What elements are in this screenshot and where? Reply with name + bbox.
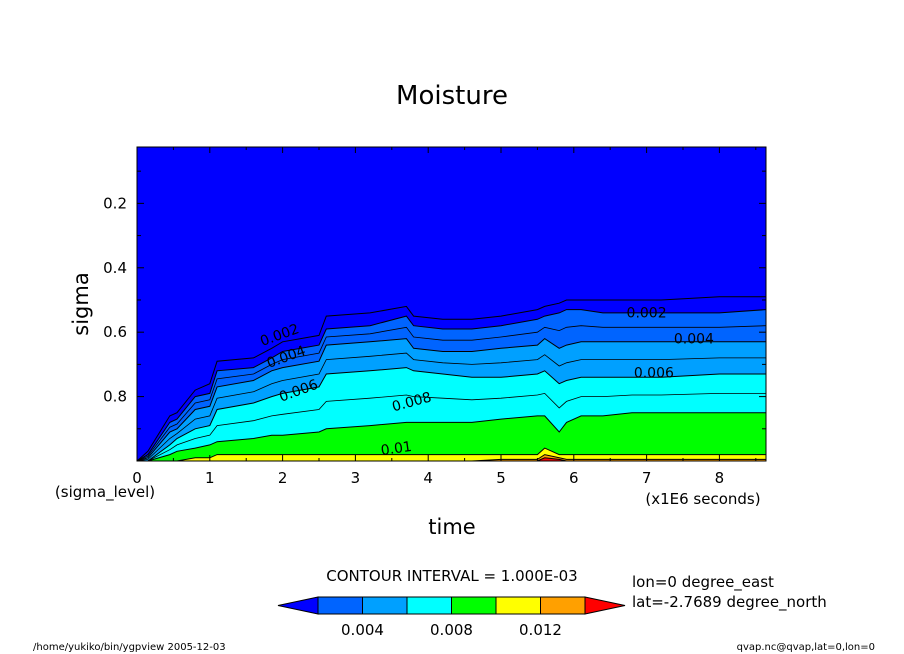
colorbar-cell xyxy=(362,596,408,615)
contour-line-label: 0.004 xyxy=(674,331,714,347)
x-axis-label: time xyxy=(428,515,475,539)
contour-line-boundary-1 xyxy=(136,309,767,462)
x-tick-label: 6 xyxy=(569,469,579,487)
contour-line-boundary-4 xyxy=(137,412,766,462)
y-axis: 0.2 0.4 0.6 0.8 xyxy=(103,170,766,430)
y-tick-label: 0.8 xyxy=(103,388,127,406)
colorbar-cell xyxy=(317,596,363,615)
contour-line-label: 0.006 xyxy=(634,365,674,381)
colorbar-cell xyxy=(451,596,497,615)
x-tick-label: 0 xyxy=(132,469,142,487)
y-tick-label: 0.2 xyxy=(103,194,127,212)
footer-left: /home/yukiko/bin/ygpview 2005-12-03 xyxy=(33,642,226,653)
colorbar-cell xyxy=(495,596,541,615)
chart-title: Moisture xyxy=(396,81,508,111)
footer-right: qvap.nc@qvap,lat=0,lon=0 xyxy=(737,642,875,653)
contour-line-0.001 xyxy=(136,296,766,462)
contour-interval-text: CONTOUR INTERVAL = 1.000E-03 xyxy=(326,567,577,585)
colorbar-tick-label: 0.004 xyxy=(341,621,384,639)
colorbar-cell xyxy=(406,596,452,615)
contour-line-label: 0.01 xyxy=(380,439,413,459)
location-longitude: lon=0 degree_east xyxy=(632,573,774,592)
x-tick-label: 4 xyxy=(423,469,433,487)
x-unit-label: (x1E6 seconds) xyxy=(645,490,760,508)
x-tick-label: 3 xyxy=(351,469,361,487)
y-tick-label: 0.6 xyxy=(103,323,127,341)
colorbar-high-arrow xyxy=(584,596,626,615)
y-axis-caption: (sigma_level) xyxy=(55,483,155,502)
contour-fills xyxy=(137,309,766,461)
contour-line-boundary-5 xyxy=(137,447,766,462)
colorbar: 0.004 0.008 0.012 xyxy=(277,596,626,639)
colorbar-tick-label: 0.008 xyxy=(430,621,473,639)
contour-line-0.003 xyxy=(136,325,767,462)
x-axis: 0 1 2 3 4 5 6 7 8 xyxy=(132,147,757,487)
colorbar-tick-label: 0.012 xyxy=(519,621,562,639)
colorbar-cell xyxy=(540,596,586,615)
x-tick-label: 5 xyxy=(496,469,506,487)
y-tick-label: 0.4 xyxy=(103,259,127,277)
contour-line-0.005 xyxy=(136,352,766,462)
contour-line-boundary-2 xyxy=(136,337,766,462)
x-tick-label: 2 xyxy=(278,469,288,487)
contour-line-label: 0.002 xyxy=(627,306,667,322)
contour-line-0.007 xyxy=(137,392,766,462)
contour-band-5 xyxy=(137,448,766,461)
contour-line-boundary-3 xyxy=(137,367,766,462)
x-tick-label: 1 xyxy=(205,469,215,487)
location-latitude: lat=-2.7689 degree_north xyxy=(632,593,827,612)
x-tick-label: 7 xyxy=(642,469,652,487)
contour-band-4 xyxy=(137,412,766,461)
colorbar-low-arrow xyxy=(277,596,319,615)
y-axis-label: sigma xyxy=(69,272,93,335)
x-tick-label: 8 xyxy=(715,469,725,487)
plot-frame xyxy=(136,146,767,462)
